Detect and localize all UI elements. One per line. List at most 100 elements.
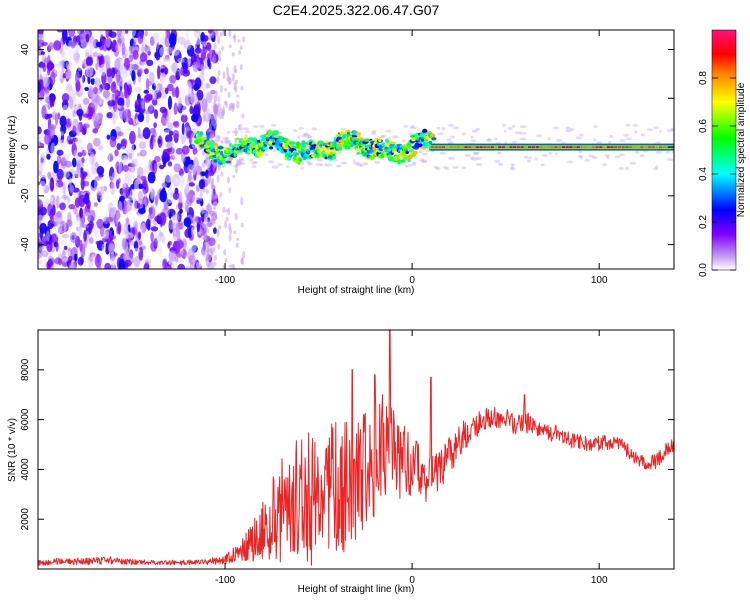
haze-speck: [536, 134, 543, 138]
noise-speck: [133, 118, 137, 130]
noise-speck: [46, 149, 50, 155]
haze-speck: [209, 129, 215, 133]
noise-speck: [49, 179, 55, 192]
noise-speck: [91, 92, 99, 103]
x-tick-label: 0: [409, 575, 415, 586]
noise-speck: [153, 162, 157, 173]
noise-speck: [111, 67, 115, 79]
signal-blob: [430, 133, 436, 138]
signal-blob: [363, 138, 370, 142]
noise-speck: [38, 170, 42, 176]
noise-speck: [205, 42, 212, 51]
noise-speck: [77, 139, 83, 147]
faint-speck: [218, 57, 222, 62]
noise-speck: [188, 144, 196, 149]
haze-speck: [565, 126, 571, 130]
signal-blob: [256, 152, 263, 157]
noise-speck: [82, 113, 90, 118]
haze-speck: [540, 163, 545, 167]
haze-speck: [470, 139, 477, 143]
noise-speck: [123, 223, 129, 235]
noise-speck: [199, 188, 203, 202]
spectrogram-marks: [38, 30, 674, 269]
noise-speck: [88, 237, 94, 244]
noise-speck: [130, 214, 136, 224]
noise-speck: [81, 173, 86, 180]
colorbar-gradient: [712, 30, 736, 270]
noise-speck: [172, 213, 180, 222]
noise-speck: [171, 222, 178, 231]
haze-speck: [450, 135, 456, 139]
noise-speck: [90, 78, 96, 85]
noise-speck: [138, 240, 143, 246]
signal-blob: [417, 143, 423, 148]
noise-speck: [164, 67, 169, 75]
carrier-line: [599, 146, 603, 149]
noise-speck: [50, 142, 56, 156]
noise-speck: [159, 164, 165, 170]
noise-speck: [82, 224, 90, 229]
haze-speck: [514, 131, 522, 135]
haze-speck: [421, 159, 428, 163]
noise-speck: [49, 94, 54, 108]
noise-speck: [104, 38, 112, 47]
snr-frame: [37, 329, 675, 570]
signal-blob: [322, 153, 327, 158]
noise-speck: [158, 229, 162, 243]
faint-speck: [216, 76, 220, 85]
noise-speck: [42, 78, 49, 88]
noise-speck: [190, 30, 194, 42]
faint-speck: [206, 129, 210, 133]
noise-speck: [207, 188, 212, 196]
noise-speck: [177, 57, 185, 63]
noise-speck: [108, 243, 115, 254]
signal-blob: [301, 140, 306, 146]
spectrogram-frame: [37, 29, 675, 270]
faint-speck: [210, 247, 213, 255]
noise-speck: [38, 134, 45, 142]
noise-speck: [105, 30, 110, 39]
noise-speck: [164, 34, 171, 48]
haze-speck: [404, 164, 409, 168]
noise-speck: [88, 221, 94, 230]
noise-speck: [127, 166, 135, 176]
noise-speck: [204, 159, 211, 169]
carrier-line: [535, 146, 539, 149]
noise-speck: [95, 41, 103, 48]
faint-speck: [212, 57, 216, 65]
noise-speck: [89, 153, 97, 165]
haze-speck: [608, 140, 612, 144]
faint-speck: [201, 231, 205, 239]
signal-blob: [395, 155, 401, 159]
noise-speck: [167, 161, 173, 167]
y-tick-label: 2000: [20, 508, 31, 531]
noise-speck: [173, 102, 178, 115]
noise-speck: [152, 82, 157, 91]
noise-speck: [122, 182, 129, 193]
snr-x-label: Height of straight line (km): [298, 584, 415, 595]
carrier-line: [606, 146, 610, 149]
faint-speck: [234, 212, 238, 221]
noise-speck: [65, 61, 71, 69]
faint-speck: [212, 164, 216, 172]
haze-speck: [298, 126, 304, 130]
noise-speck: [196, 222, 200, 233]
signal-blob: [274, 130, 279, 136]
snr-series-line: [38, 330, 674, 566]
haze-speck: [470, 135, 474, 139]
noise-speck: [133, 255, 141, 268]
noise-speck: [131, 69, 136, 82]
faint-speck: [210, 182, 214, 188]
colorbar-tick-label: 0.6: [698, 119, 709, 133]
noise-speck: [68, 204, 76, 210]
y-tick-label: 8000: [20, 358, 31, 381]
signal-blob: [422, 128, 428, 134]
noise-speck: [98, 53, 102, 58]
noise-speck: [129, 30, 137, 37]
noise-speck: [95, 62, 99, 70]
noise-speck: [165, 134, 173, 143]
noise-speck: [94, 253, 102, 268]
haze-speck: [412, 161, 417, 165]
faint-speck: [211, 31, 215, 39]
faint-speck: [242, 250, 246, 260]
